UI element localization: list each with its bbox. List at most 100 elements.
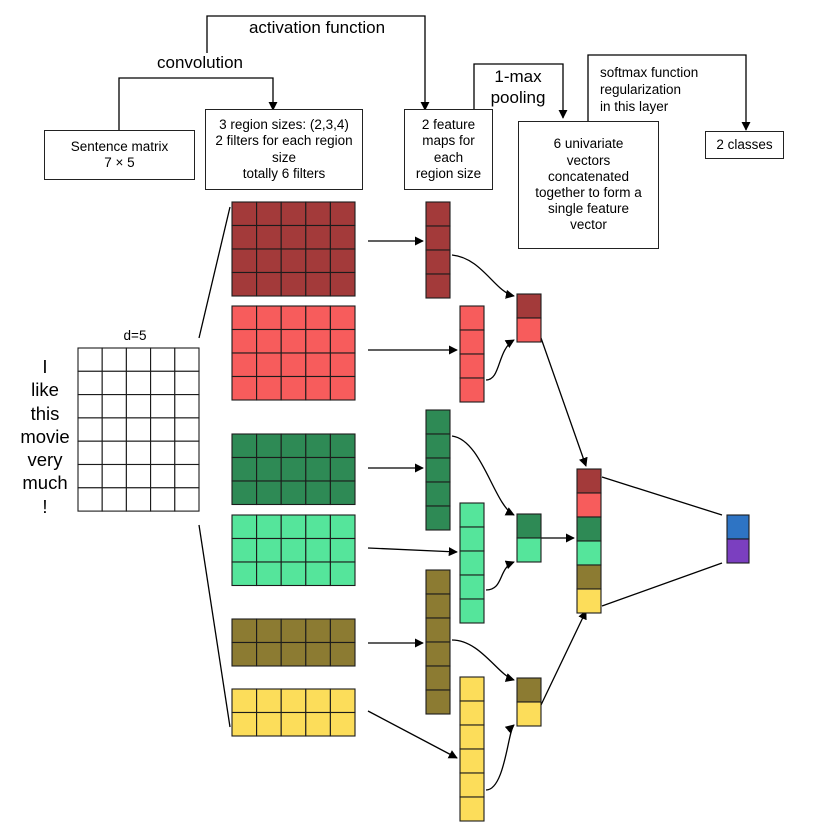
cell [150,417,176,442]
cell [231,561,258,587]
cell [256,224,282,250]
cell [329,688,356,714]
cell [459,796,485,822]
cell [256,375,282,401]
filter-region2-a [231,618,356,667]
cell [150,394,176,419]
cell [576,564,602,590]
softmax-output [726,514,750,564]
cell [231,271,258,297]
pooled-region4 [516,293,542,343]
cell [425,505,451,531]
cell [256,618,282,644]
conv-arrow-6 [367,710,458,759]
cell [329,711,356,737]
cell [425,641,451,667]
pool-arrow-6 [485,724,515,791]
cell [280,305,307,331]
cell [329,618,356,644]
cell [174,347,200,372]
cell [231,375,258,401]
cell [231,328,258,354]
pool-arrow-5 [451,639,515,682]
cell [231,641,258,667]
cell [280,456,307,482]
filter-region4-a [231,201,356,297]
feature-map-region4-a [425,201,451,299]
cell [305,480,331,506]
cell [329,561,356,587]
cell [101,487,127,512]
cell [280,352,307,378]
cell [280,618,307,644]
pooled-region2 [516,677,542,727]
cell [459,329,485,355]
cell [101,394,127,419]
region-sizes-box: 3 region sizes: (2,3,4) 2 filters for ea… [205,109,363,190]
cell [231,537,258,563]
word-4: very [27,449,63,471]
cell [280,433,307,459]
cell [459,305,485,331]
feature-map-region4-b [459,305,485,403]
cell [280,224,307,250]
cell [425,689,451,715]
cell [231,224,258,250]
activation-function-label: activation function [248,18,386,37]
cell [329,433,356,459]
convolution-label: convolution [156,53,243,72]
cell [305,352,331,378]
cell [425,409,451,435]
cell [305,561,331,587]
cell [329,224,356,250]
cell [305,433,331,459]
cell [280,248,307,274]
filter-region3-a [231,433,356,506]
cell [459,772,485,798]
cell [459,724,485,750]
cell [256,456,282,482]
cell [101,463,127,489]
cell [231,201,258,227]
cell [459,550,485,576]
cell [280,480,307,506]
fc-line-top [601,476,723,516]
connector-lines [118,15,751,791]
cell [425,665,451,691]
cell [77,463,103,489]
cell [329,201,356,227]
cell [425,433,451,459]
cell [125,487,152,512]
cell [305,305,331,331]
cell [425,457,451,483]
cell [101,370,127,396]
cell [576,516,602,542]
cell [256,688,282,714]
cell [125,347,152,372]
cell [256,433,282,459]
cell [280,514,307,540]
cell [174,370,200,396]
cell [425,481,451,507]
cell [231,688,258,714]
cell [280,537,307,563]
cell [256,271,282,297]
cell [231,305,258,331]
cell [256,480,282,506]
cell [280,271,307,297]
cell [459,598,485,624]
cell [125,394,152,419]
pool-arrow-4 [485,560,515,591]
cell [77,347,103,372]
word-3: movie [20,425,70,447]
word-1: like [31,379,59,401]
cell [329,248,356,274]
cell [256,305,282,331]
cell [231,456,258,482]
cell [459,502,485,528]
concat-arrow-3 [540,610,587,706]
cell [150,347,176,372]
cell [280,688,307,714]
cell [305,456,331,482]
cell [125,417,152,442]
